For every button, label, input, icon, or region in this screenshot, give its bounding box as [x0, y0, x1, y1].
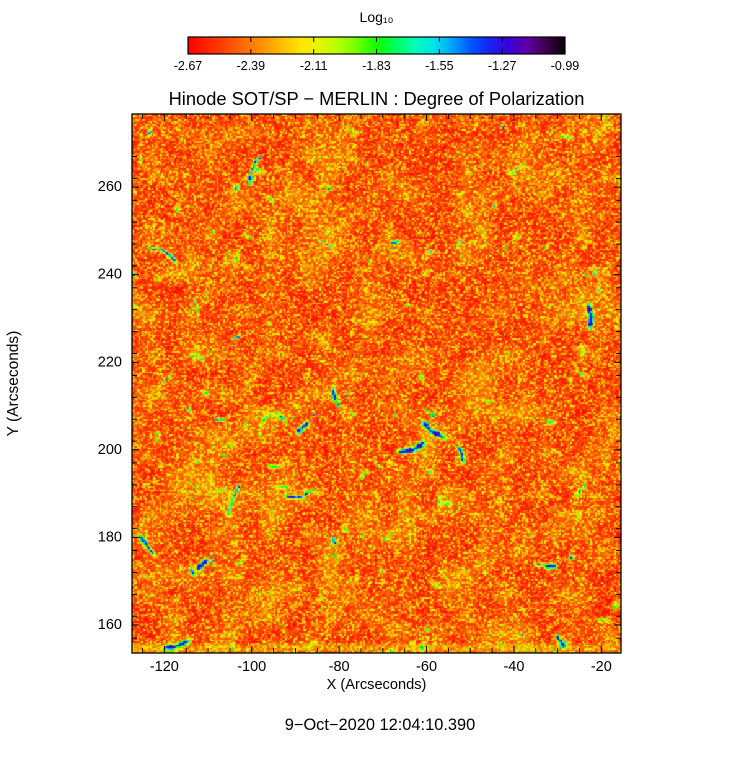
svg-text:-20: -20	[591, 659, 612, 675]
svg-text:240: 240	[98, 267, 122, 283]
svg-text:180: 180	[98, 529, 122, 545]
svg-text:Hinode SOT/SP − MERLIN : Degre: Hinode SOT/SP − MERLIN : Degree of Polar…	[169, 88, 585, 109]
svg-text:260: 260	[98, 179, 122, 195]
svg-text:-120: -120	[150, 659, 179, 675]
svg-text:-40: -40	[503, 659, 524, 675]
svg-text:-2.39: -2.39	[237, 59, 266, 73]
svg-text:200: 200	[98, 442, 122, 458]
svg-text:X (Arcseconds): X (Arcseconds)	[327, 677, 427, 693]
svg-text:220: 220	[98, 354, 122, 370]
svg-text:-2.67: -2.67	[174, 59, 203, 73]
svg-text:-2.11: -2.11	[300, 59, 328, 73]
svg-text:-100: -100	[237, 659, 266, 675]
svg-text:160: 160	[98, 617, 122, 633]
svg-text:-80: -80	[329, 659, 350, 675]
svg-text:-0.99: -0.99	[551, 59, 580, 73]
svg-text:9−Oct−2020 12:04:10.390: 9−Oct−2020 12:04:10.390	[285, 716, 475, 734]
svg-text:-60: -60	[416, 659, 437, 675]
svg-text:-1.27: -1.27	[488, 59, 517, 73]
svg-text:-1.55: -1.55	[425, 59, 454, 73]
svg-text:Y (Arcseconds): Y (Arcseconds)	[5, 331, 22, 437]
svg-text:Log₁₀: Log₁₀	[360, 9, 394, 25]
svg-text:-1.83: -1.83	[362, 59, 391, 73]
